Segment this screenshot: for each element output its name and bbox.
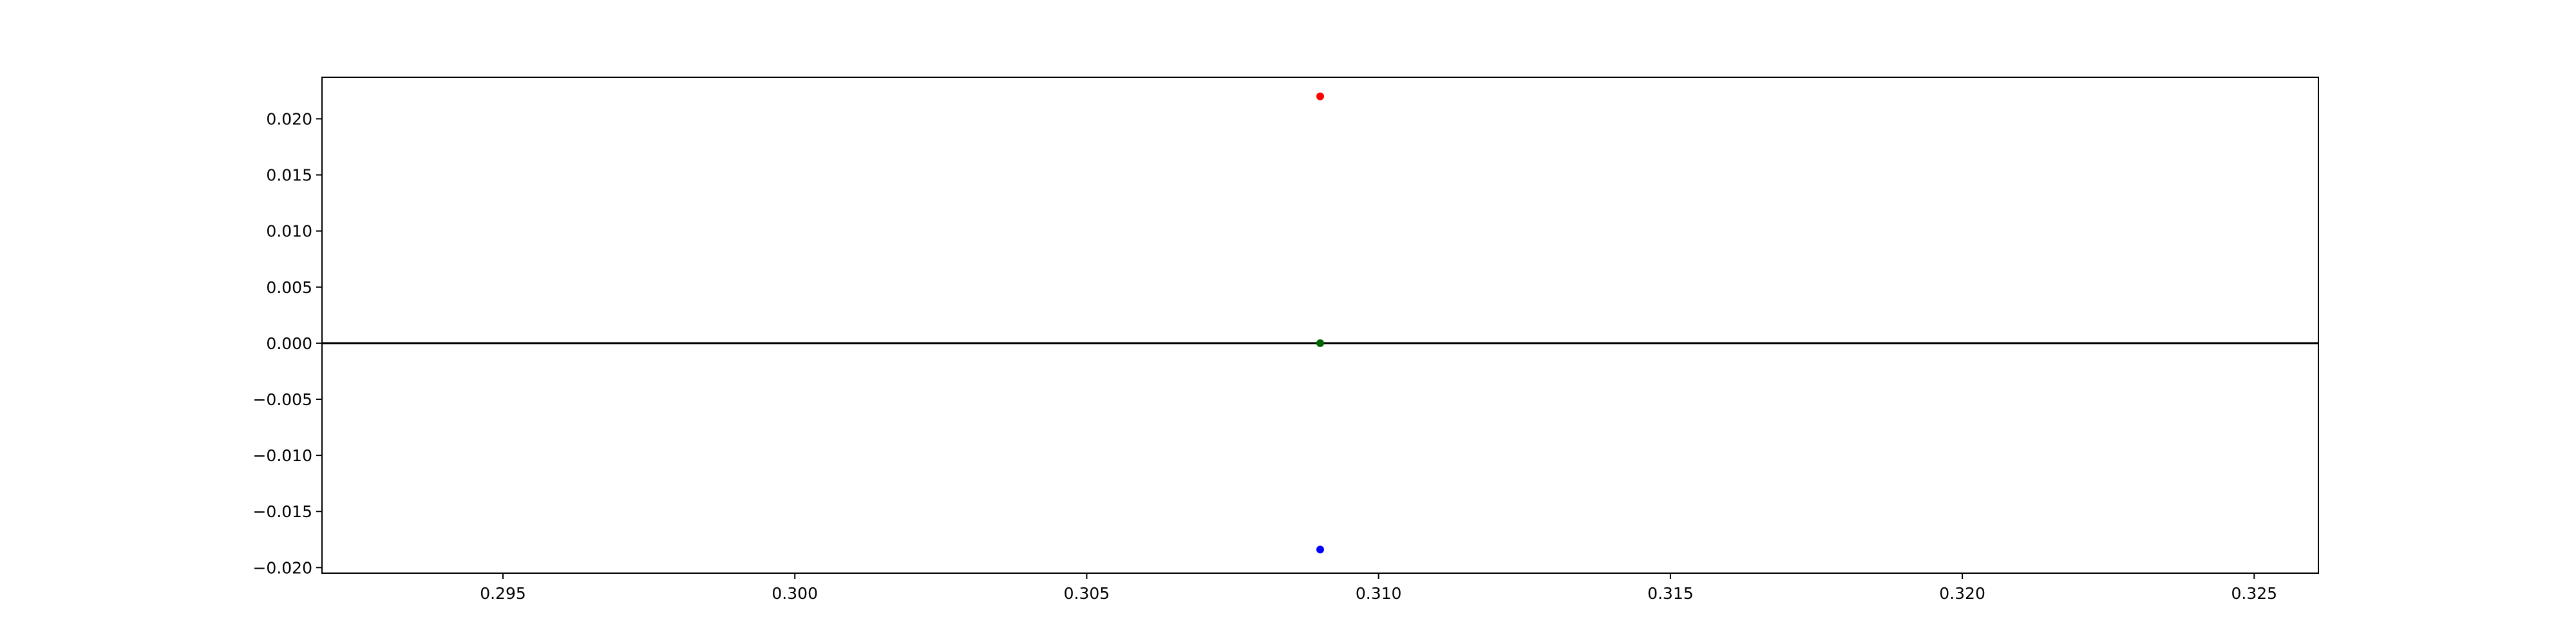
- x-tick-label: 0.325: [2231, 584, 2278, 603]
- y-tick-label: −0.020: [252, 558, 312, 577]
- x-tick-label: 0.295: [480, 584, 526, 603]
- y-tick-label: −0.015: [252, 502, 312, 521]
- x-tick-label: 0.320: [1939, 584, 1985, 603]
- y-tick-label: 0.005: [266, 278, 312, 297]
- y-axis: 0.020 0.015 0.010 0.005 0.000 −0.005 −0.010 −0.…: [252, 109, 322, 577]
- plot-area: [322, 77, 2318, 573]
- data-points: [1316, 92, 1324, 554]
- data-point-series-2: [1316, 339, 1324, 347]
- x-tick-label: 0.305: [1064, 584, 1110, 603]
- y-tick-label: 0.020: [266, 109, 312, 128]
- x-tick-label: 0.315: [1647, 584, 1694, 603]
- y-tick-label: −0.005: [252, 390, 312, 409]
- x-tick-label: 0.310: [1356, 584, 1402, 603]
- y-tick-label: 0.015: [266, 166, 312, 185]
- data-point-series-3: [1316, 545, 1324, 554]
- y-tick-label: −0.010: [252, 446, 312, 465]
- y-tick-label: 0.000: [266, 334, 312, 353]
- y-tick-label: 0.010: [266, 222, 312, 241]
- plot-frame: [321, 77, 2319, 574]
- x-axis: 0.295 0.300 0.305 0.310 0.315 0.320 0.325: [480, 573, 2277, 603]
- data-point-series-1: [1316, 92, 1324, 100]
- x-tick-label: 0.300: [772, 584, 818, 603]
